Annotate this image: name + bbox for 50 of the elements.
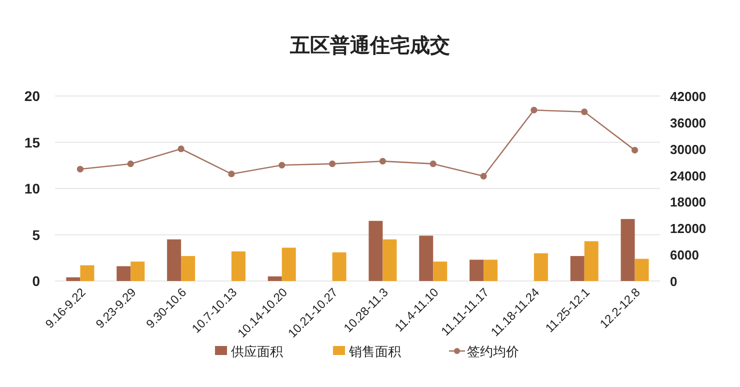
point <box>581 108 588 116</box>
bar <box>80 265 94 281</box>
bar <box>66 277 80 281</box>
bar <box>620 219 635 281</box>
legend-label: 销售面积 <box>348 344 401 359</box>
bar <box>368 220 383 281</box>
y-tick-label: 15 <box>24 134 40 150</box>
bar <box>584 241 598 281</box>
bar <box>634 258 649 281</box>
bar <box>570 256 584 281</box>
bar <box>332 252 346 281</box>
y2-tick-label: 12000 <box>670 221 706 236</box>
y2-tick-label: 6000 <box>670 248 699 263</box>
point <box>178 146 184 152</box>
point <box>379 158 386 164</box>
y2-tick-label: 30000 <box>670 142 706 157</box>
bar <box>433 262 448 281</box>
bar <box>231 251 246 281</box>
point <box>631 146 638 154</box>
point <box>430 160 436 168</box>
point <box>127 160 134 168</box>
y-tick-label: 5 <box>32 226 40 243</box>
bar <box>282 248 296 281</box>
point <box>278 162 286 168</box>
y-tick-label: 10 <box>24 180 40 196</box>
legend-label: 供应面积 <box>231 344 283 359</box>
bar <box>484 260 498 281</box>
point <box>76 166 84 172</box>
bar <box>419 236 434 281</box>
bar <box>534 253 548 281</box>
y2-tick-label: 42000 <box>670 89 706 104</box>
y2-tick-label: 36000 <box>670 115 706 130</box>
point <box>228 170 235 178</box>
bar <box>116 266 131 281</box>
point <box>480 172 487 180</box>
bar <box>130 262 145 281</box>
point <box>328 160 336 168</box>
y2-tick-label: 18000 <box>670 194 706 210</box>
y-tick-label: 0 <box>32 273 40 289</box>
bar <box>382 239 397 281</box>
bar <box>167 239 182 281</box>
y2-tick-label: 0 <box>670 274 678 289</box>
bar <box>181 256 196 281</box>
point <box>530 106 538 114</box>
bar <box>470 260 484 281</box>
chart-title: 五区普通住宅成交 <box>289 34 450 57</box>
bar <box>268 276 282 281</box>
y-tick-label: 20 <box>24 88 40 104</box>
legend-label: 签约均价 <box>467 344 519 359</box>
y2-tick-label: 24000 <box>670 168 706 184</box>
